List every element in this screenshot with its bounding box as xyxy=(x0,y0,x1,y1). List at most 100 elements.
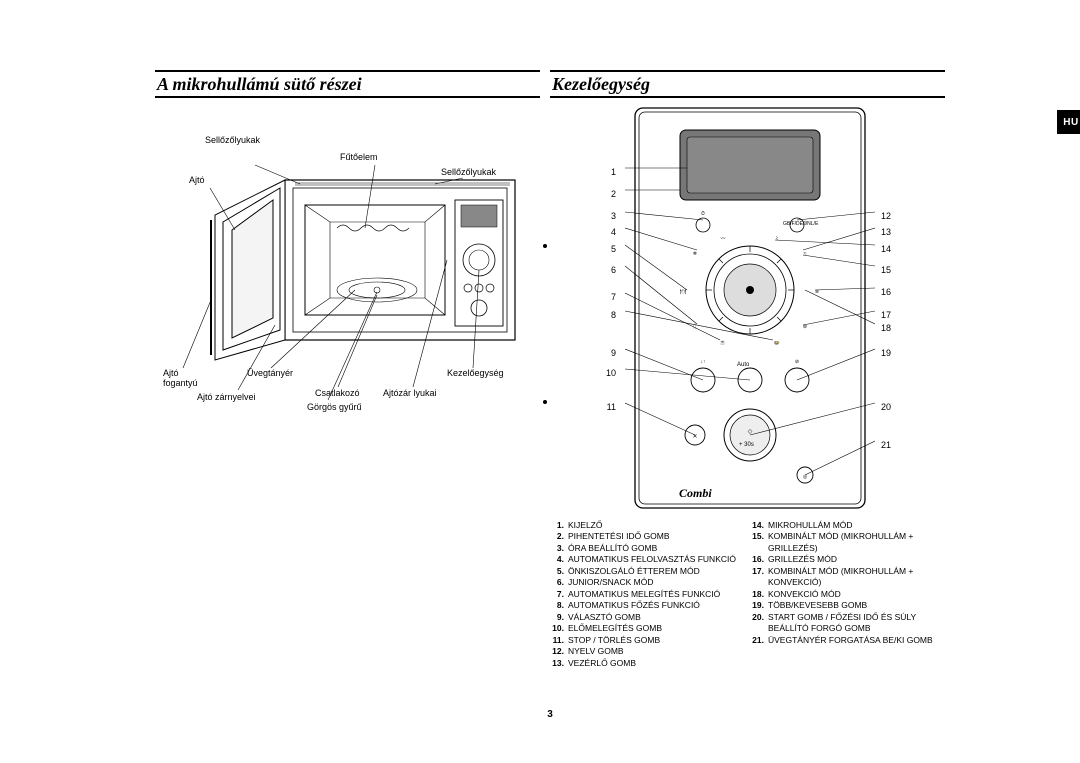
manual-page: A mikrohullámú sütő részei Kezelőegység … xyxy=(155,70,945,710)
panel-lang-label: GB/F/DE/I/NL/E xyxy=(783,221,818,227)
panel-callout-num: 8 xyxy=(600,310,616,320)
label-door-latches: Ajtó zárnyelvei xyxy=(197,392,256,402)
legend-item-number: 4. xyxy=(550,554,568,565)
panel-30s-label: + 30s xyxy=(739,442,754,448)
svg-text:≈: ≈ xyxy=(804,251,807,257)
label-vent2: Sellőzőlyukak xyxy=(441,167,496,177)
legend-item-text: AUTOMATIKUS MELEGÍTÉS FUNKCIÓ xyxy=(568,589,750,600)
panel-callout-num: 18 xyxy=(881,323,897,333)
legend-item: 2.PIHENTETÉSI IDŐ GOMB xyxy=(550,531,750,542)
svg-text:☕: ☕ xyxy=(720,339,726,346)
panel-auto-label: Auto xyxy=(737,362,749,368)
panel-callout-num: 1 xyxy=(600,167,616,177)
legend-item-number: 3. xyxy=(550,543,568,554)
legend-item-text: VEZÉRLŐ GOMB xyxy=(568,658,750,669)
legend-item: 8.AUTOMATIKUS FŐZÉS FUNKCIÓ xyxy=(550,600,750,611)
panel-brand: Combi xyxy=(679,486,712,501)
legend-item-number: 15. xyxy=(750,531,768,554)
label-door-handle-1: Ajtó xyxy=(163,368,179,378)
svg-text:↓↑: ↓↑ xyxy=(701,359,706,365)
legend-item: 6.JUNIOR/SNACK MÓD xyxy=(550,577,750,588)
legend-item: 15.KOMBINÁLT MÓD (MIKROHULLÁM + GRILLEZÉ… xyxy=(750,531,950,554)
legend-item: 10.ELŐMELEGÍTÉS GOMB xyxy=(550,623,750,634)
legend-item-text: MIKROHULLÁM MÓD xyxy=(768,520,950,531)
legend-item-number: 1. xyxy=(550,520,568,531)
binding-hole-icon xyxy=(543,244,547,248)
legend-item: 16.GRILLEZÉS MÓD xyxy=(750,554,950,565)
panel-callout-num: 6 xyxy=(600,265,616,275)
panel-callout-num: 13 xyxy=(881,227,897,237)
legend-item-text: START GOMB / FŐZÉSI IDŐ ÉS SÚLY BEÁLLÍTÓ… xyxy=(768,612,950,635)
legend-item-text: AUTOMATIKUS FŐZÉS FUNKCIÓ xyxy=(568,600,750,611)
panel-callout-num: 17 xyxy=(881,310,897,320)
legend-item: 17.KOMBINÁLT MÓD (MIKROHULLÁM + KONVEKCI… xyxy=(750,566,950,589)
label-roller: Görgös gyűrű xyxy=(307,402,362,412)
legend-item: 5.ÖNKISZOLGÁLÓ ÉTTEREM MÓD xyxy=(550,566,750,577)
legend-item-number: 17. xyxy=(750,566,768,589)
legend-item: 3.ÓRA BEÁLLÍTÓ GOMB xyxy=(550,543,750,554)
legend-item-number: 5. xyxy=(550,566,568,577)
panel-callout-num: 11 xyxy=(600,402,616,412)
legend-item-number: 8. xyxy=(550,600,568,611)
section-right-title: Kezelőegység xyxy=(550,74,650,95)
page-number: 3 xyxy=(547,709,553,720)
legend-item-text: ÜVEGTÁNYÉR FORGATÁSA BE/KI GOMB xyxy=(768,635,950,646)
legend-item: 13.VEZÉRLŐ GOMB xyxy=(550,658,750,669)
legend: 1.KIJELZŐ2.PIHENTETÉSI IDŐ GOMB3.ÓRA BEÁ… xyxy=(550,520,950,669)
legend-item: 18.KONVEKCIÓ MÓD xyxy=(750,589,950,600)
legend-item-text: PIHENTETÉSI IDŐ GOMB xyxy=(568,531,750,542)
label-coupler: Csatlakozó xyxy=(315,388,360,398)
legend-item: 11.STOP / TÖRLÉS GOMB xyxy=(550,635,750,646)
legend-item-number: 20. xyxy=(750,612,768,635)
label-door: Ajtó xyxy=(189,175,205,185)
panel-callout-num: 2 xyxy=(600,189,616,199)
legend-item-text: VÁLASZTÓ GOMB xyxy=(568,612,750,623)
legend-item-text: AUTOMATIKUS FELOLVASZTÁS FUNKCIÓ xyxy=(568,554,750,565)
control-panel-diagram: ⏱ ❄ 🍽 🍴 ☕ 🍲 ⊚ ≋ ≈ ⌇ 〰 xyxy=(625,100,875,520)
svg-text:〰: 〰 xyxy=(720,236,725,242)
panel-callout-num: 12 xyxy=(881,211,897,221)
legend-item-text: TÖBB/KEVESEBB GOMB xyxy=(768,600,950,611)
legend-item-number: 16. xyxy=(750,554,768,565)
legend-item-number: 18. xyxy=(750,589,768,600)
label-turntable: Üvegtányér xyxy=(247,368,293,378)
binding-hole-icon xyxy=(543,400,547,404)
label-control: Kezelőegység xyxy=(447,368,504,378)
legend-item-number: 9. xyxy=(550,612,568,623)
legend-item-text: ÓRA BEÁLLÍTÓ GOMB xyxy=(568,543,750,554)
legend-item: 9.VÁLASZTÓ GOMB xyxy=(550,612,750,623)
legend-column-left: 1.KIJELZŐ2.PIHENTETÉSI IDŐ GOMB3.ÓRA BEÁ… xyxy=(550,520,750,669)
legend-item: 14.MIKROHULLÁM MÓD xyxy=(750,520,950,531)
panel-callout-num: 7 xyxy=(600,292,616,302)
legend-item-number: 10. xyxy=(550,623,568,634)
legend-item-text: ELŐMELEGÍTÉS GOMB xyxy=(568,623,750,634)
legend-item: 19.TÖBB/KEVESEBB GOMB xyxy=(750,600,950,611)
legend-item-number: 21. xyxy=(750,635,768,646)
svg-text:⌇: ⌇ xyxy=(776,236,778,242)
legend-item-number: 19. xyxy=(750,600,768,611)
legend-item-text: KONVEKCIÓ MÓD xyxy=(768,589,950,600)
svg-text:❄: ❄ xyxy=(693,251,697,257)
legend-item: 4.AUTOMATIKUS FELOLVASZTÁS FUNKCIÓ xyxy=(550,554,750,565)
legend-item-text: JUNIOR/SNACK MÓD xyxy=(568,577,750,588)
legend-item: 21.ÜVEGTÁNYÉR FORGATÁSA BE/KI GOMB xyxy=(750,635,950,646)
legend-item: 12.NYELV GOMB xyxy=(550,646,750,657)
svg-text:⏱: ⏱ xyxy=(701,211,705,217)
panel-callout-num: 5 xyxy=(600,244,616,254)
legend-item-number: 7. xyxy=(550,589,568,600)
legend-item: 1.KIJELZŐ xyxy=(550,520,750,531)
panel-callout-num: 21 xyxy=(881,440,897,450)
legend-item-text: NYELV GOMB xyxy=(568,646,750,657)
panel-callout-num: 14 xyxy=(881,244,897,254)
legend-item-text: KIJELZŐ xyxy=(568,520,750,531)
legend-item-number: 2. xyxy=(550,531,568,542)
panel-callout-num: 15 xyxy=(881,265,897,275)
panel-callout-num: 20 xyxy=(881,402,897,412)
svg-text:🍲: 🍲 xyxy=(774,339,780,346)
panel-callout-num: 4 xyxy=(600,227,616,237)
panel-callout-num: 9 xyxy=(600,348,616,358)
section-left-header: A mikrohullámú sütő részei xyxy=(155,70,540,98)
panel-callout-num: 16 xyxy=(881,287,897,297)
language-badge: HU xyxy=(1057,110,1080,134)
svg-text:◇: ◇ xyxy=(748,429,753,435)
